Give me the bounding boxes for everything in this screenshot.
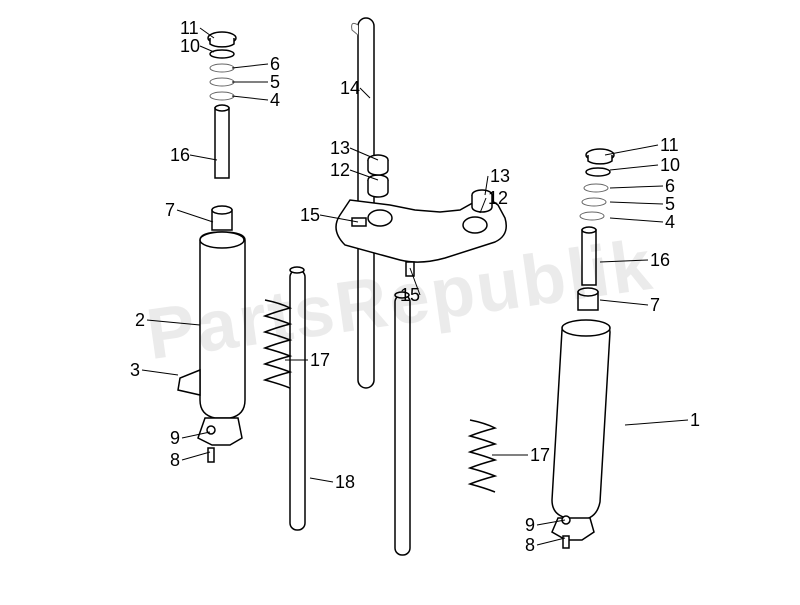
callout-label-4: 4 bbox=[665, 212, 675, 233]
leader-line-10 bbox=[200, 46, 214, 52]
callout-label-12: 12 bbox=[488, 188, 508, 209]
callout-label-17: 17 bbox=[530, 445, 550, 466]
callout-label-7: 7 bbox=[650, 295, 660, 316]
callout-label-13: 13 bbox=[490, 166, 510, 187]
leader-line-8 bbox=[182, 452, 210, 460]
callout-label-13: 13 bbox=[330, 138, 350, 159]
leader-line-8 bbox=[537, 538, 565, 545]
leader-line-3 bbox=[142, 370, 178, 375]
leader-line-1 bbox=[625, 420, 688, 425]
leader-line-7 bbox=[600, 300, 648, 305]
callout-label-7: 7 bbox=[165, 200, 175, 221]
callout-label-14: 14 bbox=[340, 78, 360, 99]
leader-line-4 bbox=[610, 218, 663, 222]
leader-line-18 bbox=[310, 478, 333, 482]
callout-label-3: 3 bbox=[130, 360, 140, 381]
callout-label-10: 10 bbox=[180, 36, 200, 57]
callout-label-9: 9 bbox=[525, 515, 535, 536]
callout-label-2: 2 bbox=[135, 310, 145, 331]
leader-line-10 bbox=[610, 165, 658, 170]
callout-label-18: 18 bbox=[335, 472, 355, 493]
leader-line-2 bbox=[147, 320, 200, 325]
leader-line-16 bbox=[600, 260, 648, 262]
callout-label-10: 10 bbox=[660, 155, 680, 176]
callout-label-4: 4 bbox=[270, 90, 280, 111]
leader-line-6 bbox=[610, 186, 663, 188]
leader-line-11 bbox=[200, 28, 214, 38]
callout-label-5: 5 bbox=[270, 72, 280, 93]
callout-label-16: 16 bbox=[650, 250, 670, 271]
callout-label-15: 15 bbox=[400, 285, 420, 306]
leader-line-4 bbox=[232, 96, 268, 100]
callout-label-5: 5 bbox=[665, 194, 675, 215]
callout-label-11: 11 bbox=[180, 18, 199, 39]
callout-label-1: 1 bbox=[690, 410, 700, 431]
leader-line-16 bbox=[190, 155, 217, 160]
callout-label-6: 6 bbox=[665, 176, 675, 197]
exploded-diagram: 1234567891011121314151617184567891011121… bbox=[0, 0, 800, 600]
callout-label-15: 15 bbox=[300, 205, 320, 226]
leader-line-6 bbox=[232, 64, 268, 68]
callout-label-6: 6 bbox=[270, 54, 280, 75]
leader-line-5 bbox=[610, 202, 663, 204]
callout-label-12: 12 bbox=[330, 160, 350, 181]
callout-label-8: 8 bbox=[525, 535, 535, 556]
leader-line-11 bbox=[605, 145, 658, 155]
callout-label-8: 8 bbox=[170, 450, 180, 471]
callout-label-11: 11 bbox=[660, 135, 679, 156]
callout-label-16: 16 bbox=[170, 145, 190, 166]
callout-label-17: 17 bbox=[310, 350, 330, 371]
leader-line-7 bbox=[177, 210, 213, 222]
callout-label-9: 9 bbox=[170, 428, 180, 449]
